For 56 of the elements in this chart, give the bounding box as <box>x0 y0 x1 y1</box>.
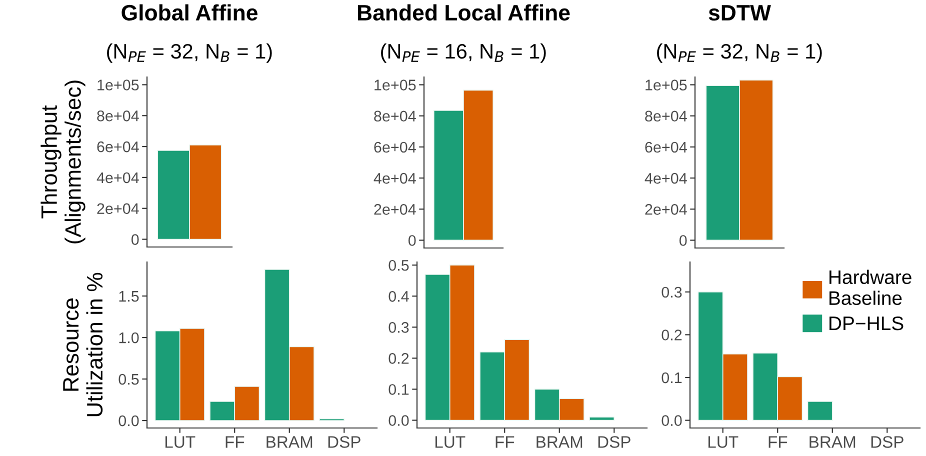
y-tick-label: 8e+04 <box>97 110 139 122</box>
chart-title: sDTW <box>708 5 771 21</box>
y-tick-label: 1.5 <box>119 291 139 302</box>
chart-subtitle: (N$_{PE}$ = 32, N$_{B}$ = 1) <box>657 43 822 63</box>
x-tick-label: LUT <box>435 436 466 448</box>
y-tick-label: 1e+05 <box>374 80 416 90</box>
x-tick-label: FF <box>768 436 788 448</box>
x-tick-label: LUT <box>708 436 738 448</box>
y-tick-label: 0.2 <box>662 330 682 340</box>
y-tick-label: 0 <box>679 235 687 246</box>
x-tick-label: BRAM <box>810 436 856 448</box>
chart-subtitle: (N$_{PE}$ = 16, N$_{B}$ = 1) <box>381 43 546 63</box>
x-tick-label: LUT <box>165 436 196 448</box>
y-tick-label: 0.4 <box>388 291 409 302</box>
y-tick-label: 4e+04 <box>96 172 139 184</box>
y-tick-label: 8e+04 <box>374 110 416 122</box>
y-tick-label: 0 <box>408 235 416 246</box>
chart-title: Global Affine <box>122 4 258 21</box>
y-tick-label: 4e+04 <box>374 172 416 184</box>
y-tick-label: 6e+04 <box>97 141 139 152</box>
y-tick-label: 6e+04 <box>645 142 687 153</box>
x-tick-label: DSP <box>871 436 904 448</box>
y-tick-label: 1.0 <box>119 332 139 344</box>
bar <box>807 401 833 421</box>
chart-title: Banded Local Affine <box>358 4 570 21</box>
y-tick-label: 2e+04 <box>97 203 139 214</box>
y-tick-label: 1e+05 <box>646 80 687 90</box>
x-tick-label: FF <box>496 436 514 448</box>
y-tick-label: 0.5 <box>388 260 409 271</box>
x-tick-label: FF <box>226 436 244 448</box>
y-axis-title: Throughput (Alignments/sec) <box>40 80 86 244</box>
x-tick-label: DSP <box>328 436 360 448</box>
chart-subtitle: (N$_{PE}$ = 32, N$_{B}$ = 1) <box>107 43 272 63</box>
x-tick-label: BRAM <box>266 436 312 448</box>
legend-label: DP−HLS <box>830 316 904 330</box>
y-tick-label: 2e+04 <box>374 204 416 215</box>
y-tick-label: 0.0 <box>388 415 409 426</box>
y-tick-label: 0.1 <box>662 372 682 384</box>
y-tick-label: 2e+04 <box>645 204 687 215</box>
legend-label: Hardware Baseline <box>830 270 912 306</box>
y-tick-label: 0.0 <box>662 415 682 426</box>
x-tick-label: BRAM <box>536 436 582 448</box>
y-tick-label: 8e+04 <box>645 110 687 122</box>
y-tick-label: 4e+04 <box>644 172 687 184</box>
y-tick-label: 1e+05 <box>98 80 139 90</box>
y-tick-label: 0.3 <box>662 286 682 298</box>
y-tick-label: 0.2 <box>388 353 409 364</box>
bar <box>589 416 615 421</box>
y-tick-label: 0 <box>131 234 139 245</box>
x-tick-label: DSP <box>598 436 630 448</box>
y-tick-label: 0.1 <box>388 384 409 395</box>
y-axis-title: Resource Utilization in % <box>63 272 103 416</box>
y-tick-label: 6e+04 <box>374 142 416 153</box>
y-tick-label: 0.3 <box>388 322 409 333</box>
y-tick-label: 0.0 <box>118 415 139 426</box>
y-tick-label: 0.5 <box>118 374 139 385</box>
